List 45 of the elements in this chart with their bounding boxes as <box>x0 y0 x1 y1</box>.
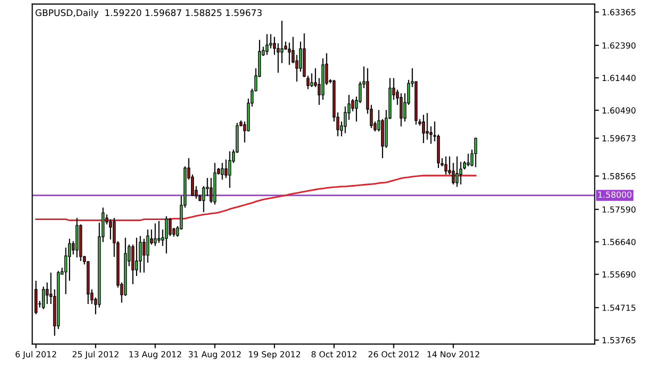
candlestick <box>135 237 138 277</box>
candlestick <box>202 186 206 213</box>
candlestick <box>269 34 272 49</box>
x-tick-label: 8 Oct 2012 <box>312 351 356 358</box>
candlestick <box>280 20 284 64</box>
candlestick <box>444 156 448 176</box>
candlestick <box>42 286 45 310</box>
y-tick-label: 1.61440 <box>602 74 636 82</box>
y-tick-label: 1.55690 <box>602 271 636 278</box>
y-tick-label: 1.63365 <box>602 9 636 16</box>
y-tick-label: 1.54715 <box>602 304 636 311</box>
x-tick-label: 6 Jul 2012 <box>16 350 56 359</box>
candlestick <box>422 114 425 144</box>
candlestick <box>46 282 49 305</box>
candlestick <box>466 153 470 167</box>
candlestick <box>138 235 142 274</box>
candlestick <box>168 217 172 237</box>
y-tick-label: 1.56640 <box>602 238 636 246</box>
y-tick-label: 1.53765 <box>602 337 636 344</box>
candlestick <box>224 158 228 178</box>
candlestick <box>164 216 168 254</box>
candlestick <box>456 156 459 188</box>
x-tick-label: 26 Oct 2012 <box>368 351 419 358</box>
candlestick <box>459 161 462 185</box>
candlestick <box>142 238 146 274</box>
y-tick-label: 1.58565 <box>602 173 636 180</box>
y-tick-label: 1.59673 <box>602 135 636 142</box>
candlestick <box>426 112 429 140</box>
y-tick-label: 1.62390 <box>602 42 636 49</box>
text: GBPUSD,Daily 1.59220 1.59687 1.58825 1.59673 <box>36 9 262 18</box>
x-tick-label: 31 Aug 2012 <box>188 351 241 360</box>
x-tick-label: 19 Sep 2012 <box>248 351 300 360</box>
candlestick <box>266 34 268 56</box>
candlestick <box>306 75 310 90</box>
candlestick <box>400 92 403 127</box>
x-tick-label: 14 Nov 2012 <box>428 351 480 358</box>
candlestick <box>474 137 478 168</box>
ref-line-label: 1.58000 <box>598 191 632 198</box>
y-tick-label: 1.57590 <box>602 206 636 213</box>
y-tick-label: 1.60490 <box>602 107 636 114</box>
candlestick <box>157 220 160 244</box>
x-tick-label: 25 Jul 2012 <box>72 350 118 359</box>
candlestick <box>109 218 112 240</box>
x-tick-label: 13 Aug 2012 <box>129 351 182 360</box>
candlestick <box>220 162 224 180</box>
